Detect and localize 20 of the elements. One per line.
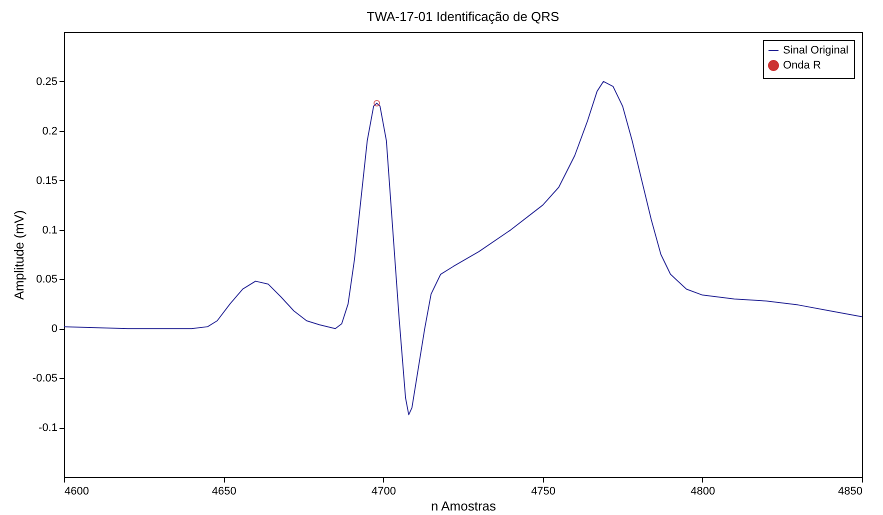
chart-title: TWA-17-01 Identificação de QRS: [366, 9, 560, 24]
y-tick-label: 0: [51, 323, 58, 336]
legend-label: Onda R: [783, 60, 821, 72]
legend-label: Sinal Original: [783, 44, 848, 56]
y-axis-title: Amplitude (mV): [11, 210, 26, 300]
x-tick-label: 4800: [690, 486, 716, 498]
x-tick-label: 4650: [212, 486, 236, 498]
y-tick-label: 0.15: [36, 174, 58, 187]
y-tick-label: -0.1: [38, 422, 58, 434]
y-tick-label: 0.05: [36, 274, 58, 286]
line-series: [64, 80, 862, 416]
x-tick-label: 4750: [531, 486, 556, 498]
y-tick-label: 0.1: [42, 224, 58, 236]
y-tick-label: 0.2: [42, 125, 58, 138]
y-tick-label: 0.25: [36, 76, 58, 88]
y-tick-label: -0.05: [32, 372, 58, 385]
x-tick-label: 4850: [838, 486, 862, 498]
x-tick-label: 4600: [64, 486, 89, 498]
x-axis-title: n Amostras: [430, 498, 497, 514]
x-tick-label: 4700: [371, 486, 396, 498]
